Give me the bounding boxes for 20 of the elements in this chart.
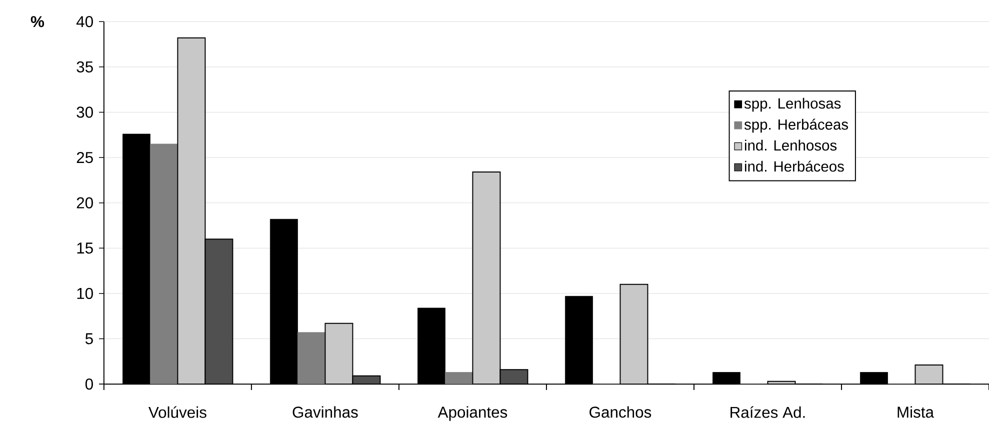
legend-label: spp. Herbáceas <box>744 118 848 133</box>
legend-label: ind. Lenhosos <box>744 140 837 151</box>
y-tick-label: 25 <box>76 152 93 164</box>
legend-label: ind. Herbáceos <box>744 160 844 172</box>
y-tick-label: 35 <box>76 61 93 72</box>
x-tick-label: Mista <box>898 406 934 418</box>
y-axis-title: % <box>30 16 44 28</box>
y-tick-label: 30 <box>76 106 93 118</box>
x-tick-label: Apoiantes <box>438 406 508 421</box>
x-tick-label: Gavinhas <box>292 406 358 418</box>
y-tick-label: 5 <box>85 333 93 344</box>
y-tick-label: 20 <box>76 197 93 208</box>
x-tick-label: Volúveis <box>148 406 206 418</box>
y-tick-label: 0 <box>85 378 93 390</box>
y-tick-label: 15 <box>77 242 93 254</box>
y-tick-label: 40 <box>76 16 93 28</box>
x-tick-label: Ganchos <box>590 406 652 418</box>
x-tick-label: Raízes Ad. <box>730 406 805 418</box>
y-tick-label: 10 <box>77 288 93 299</box>
legend-label: spp. Lenhosas <box>744 98 841 112</box>
